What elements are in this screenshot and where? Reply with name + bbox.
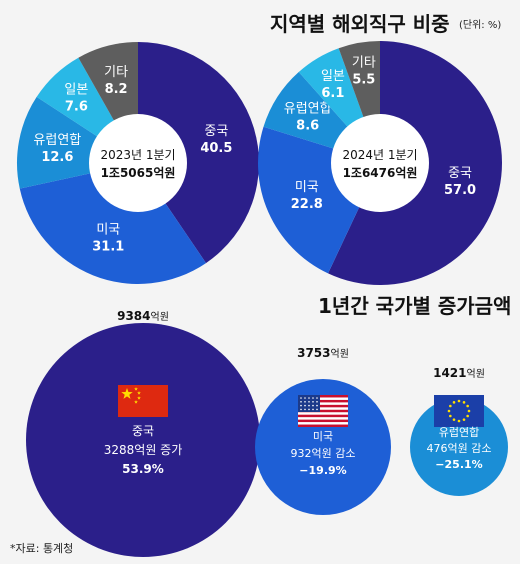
bubble-usa-change: 932억원 감소 [291,447,356,460]
pie2-label-eu: 유럽연합 [284,101,332,116]
pie1-value-other: 8.2 [105,82,128,97]
pie2-label-other: 기타 [352,55,376,70]
bubble-china-name: 중국 [132,424,154,438]
pie1-label-eu: 유럽연합 [33,133,81,148]
pie2-center-period: 2024년 1분기 [342,148,417,162]
pie2-value-china: 57.0 [444,183,476,198]
pie1-label-china: 중국 [204,124,228,139]
usa-flag [298,395,348,427]
pie1-slice-other [78,42,138,163]
pie1-label-other: 기타 [104,65,128,80]
bubble-china-amount: 9384억원 [117,309,169,323]
chart-title: 지역별 해외직구 비중 [270,12,450,36]
pie1-center-total: 1조5065억원 [101,166,176,180]
pie1-slice-china [138,42,259,264]
bubble-usa-amount: 3753억원 [297,346,349,360]
pie2-center-total: 1조6476억원 [343,166,418,180]
pie1-value-eu: 12.6 [41,150,73,165]
pie1-value-china: 40.5 [200,141,232,156]
bubble-section-title: 1년간 국가별 증가금액 [318,294,512,318]
bubble-china [26,323,260,557]
pie2-center [331,114,429,212]
pie1-center [89,114,187,212]
pie2-value-other: 5.5 [352,72,375,87]
china-flag [118,385,168,417]
bubble-china-change: 3288억원 증가 [104,443,183,457]
source-note: *자료: 통계청 [10,542,74,555]
pie2-label-china: 중국 [448,166,472,181]
pie1-value-usa: 31.1 [92,239,124,254]
pie2-value-japan: 6.1 [321,86,344,101]
pie2-value-usa: 22.8 [291,197,323,212]
pie1-label-usa: 미국 [96,222,120,237]
eu-flag [434,395,484,427]
pie2-slice-other [338,41,380,163]
pie2-slice-eu [263,71,380,163]
pie2-label-japan: 일본 [321,69,345,84]
pie2-label-usa: 미국 [295,180,319,195]
bubble-eu-name: 유럽연합 [439,425,479,439]
bubble-eu-rate: −25.1% [435,458,482,471]
pie1-slice-eu [16,96,139,189]
bubble-eu-amount: 1421억원 [433,366,485,380]
bubble-eu-change: 476억원 감소 [427,442,492,455]
pie1-value-japan: 7.6 [65,99,88,114]
bubble-usa [255,379,391,515]
pie1-slice-usa [19,163,207,284]
bubble-eu [410,398,508,496]
pie1-label-japan: 일본 [64,82,88,97]
unit-label: (단위: %) [459,20,502,31]
bubble-usa-rate: −19.9% [299,464,346,477]
pie1-slice-japan [36,57,139,164]
bubble-usa-name: 미국 [313,430,333,443]
pie2-slice-usa [257,126,380,274]
pie2-value-eu: 8.6 [296,118,319,133]
pie1-center-period: 2023년 1분기 [100,148,175,162]
pie2-slice-china [328,41,502,285]
pie2-slice-japan [298,48,380,163]
bubble-china-rate: 53.9% [122,462,164,476]
